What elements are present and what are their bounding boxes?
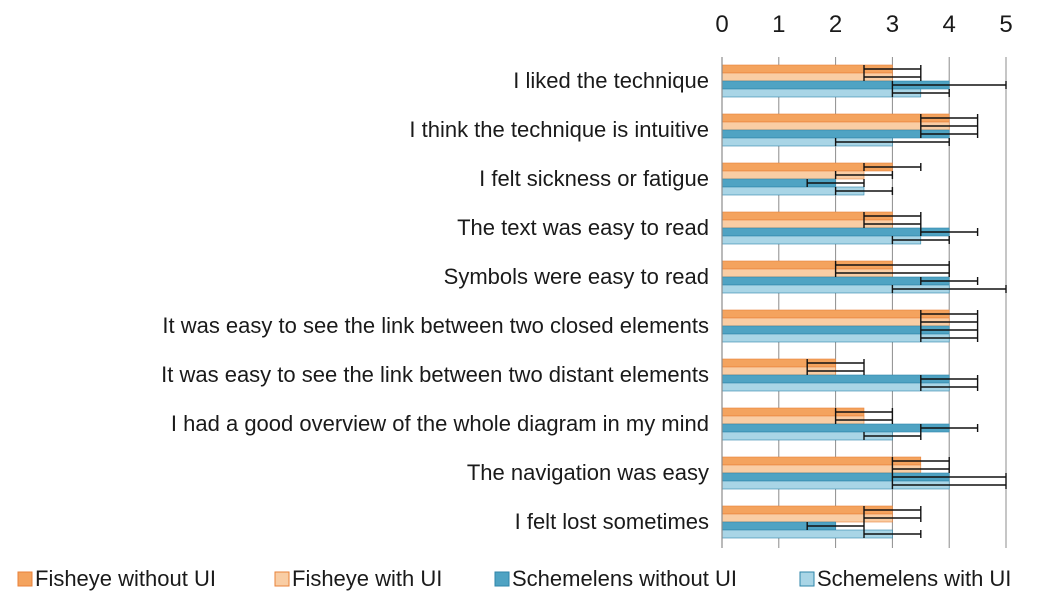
- legend-label: Schemelens with UI: [817, 566, 1011, 591]
- error-bar: [863, 163, 922, 171]
- category-label: I felt sickness or fatigue: [479, 166, 709, 191]
- error-bar: [920, 310, 979, 318]
- x-tick-label: 3: [886, 11, 899, 38]
- error-bar: [891, 285, 1007, 293]
- x-tick-label: 4: [943, 11, 956, 38]
- legend-item: Schemelens without UI: [494, 566, 737, 591]
- axis-layer: 0 1 2 3 4 5: [715, 11, 1013, 548]
- x-tick-label: 5: [999, 11, 1012, 38]
- error-bar-layer: [806, 65, 1007, 538]
- bar: [721, 423, 950, 433]
- legend-swatch: [494, 571, 510, 587]
- error-bar: [920, 277, 979, 285]
- bar: [721, 235, 922, 245]
- category-label: The text was easy to read: [457, 215, 709, 240]
- error-bar: [863, 212, 922, 220]
- category-label: I felt lost sometimes: [515, 509, 709, 534]
- error-bar: [863, 65, 922, 73]
- error-bar: [834, 187, 894, 195]
- bar: [721, 333, 950, 343]
- error-bar: [834, 138, 950, 146]
- error-bar: [863, 530, 922, 538]
- legend-swatch: [799, 571, 815, 587]
- error-bar: [920, 114, 979, 122]
- error-bar: [863, 73, 922, 81]
- bar: [721, 456, 922, 466]
- error-bar: [834, 261, 950, 269]
- bar: [721, 227, 950, 237]
- error-bar: [891, 465, 950, 473]
- error-bar: [806, 179, 865, 187]
- bar: [721, 464, 922, 474]
- error-bar: [891, 481, 1007, 489]
- bar: [721, 317, 950, 327]
- legend-item: Schemelens with UI: [799, 566, 1011, 591]
- x-tick-label: 0: [715, 11, 728, 38]
- error-bar: [920, 334, 979, 342]
- error-bar: [920, 122, 979, 130]
- bar: [721, 121, 950, 131]
- category-label: It was easy to see the link between two …: [162, 313, 709, 338]
- bar: [721, 276, 950, 286]
- error-bar: [806, 367, 865, 375]
- category-label-layer: I liked the technique I think the techniq…: [161, 68, 709, 534]
- error-bar: [863, 506, 922, 514]
- error-bar: [834, 416, 894, 424]
- error-bar: [806, 359, 865, 367]
- error-bar: [920, 383, 979, 391]
- error-bar: [920, 424, 979, 432]
- bar: [721, 325, 950, 335]
- error-bar: [863, 432, 922, 440]
- legend: Fisheye without UI Fisheye with UI Schemel…: [17, 566, 1011, 591]
- error-bar: [891, 473, 1007, 481]
- error-bar: [834, 171, 894, 179]
- x-tick-label: 1: [772, 11, 785, 38]
- category-label: The navigation was easy: [467, 460, 709, 485]
- error-bar: [863, 220, 922, 228]
- category-label: I think the technique is intuitive: [409, 117, 709, 142]
- error-bar: [920, 326, 979, 334]
- error-bar: [920, 228, 979, 236]
- category-label: Symbols were easy to read: [444, 264, 709, 289]
- error-bar: [891, 81, 1007, 89]
- legend-item: Fisheye without UI: [17, 566, 216, 591]
- category-label: I had a good overview of the whole diagr…: [171, 411, 709, 436]
- bar: [721, 129, 950, 139]
- category-label: It was easy to see the link between two …: [161, 362, 709, 387]
- legend-label: Fisheye with UI: [292, 566, 442, 591]
- bar: [721, 88, 922, 98]
- category-label: I liked the technique: [513, 68, 709, 93]
- bar: [721, 382, 950, 392]
- error-bar: [920, 130, 979, 138]
- bar: [721, 309, 950, 319]
- error-bar: [920, 375, 979, 383]
- legend-swatch: [17, 571, 33, 587]
- error-bar: [834, 269, 950, 277]
- legend-label: Schemelens without UI: [512, 566, 737, 591]
- error-bar: [891, 236, 950, 244]
- error-bar: [863, 514, 922, 522]
- error-bar: [891, 457, 950, 465]
- bar: [721, 113, 950, 123]
- legend-label: Fisheye without UI: [35, 566, 216, 591]
- bar-layer: [721, 64, 950, 539]
- error-bar: [834, 408, 894, 416]
- error-bar: [891, 89, 950, 97]
- x-tick-label: 2: [829, 11, 842, 38]
- error-bar: [806, 522, 865, 530]
- bar: [721, 374, 950, 384]
- legend-swatch: [274, 571, 290, 587]
- error-bar: [920, 318, 979, 326]
- legend-item: Fisheye with UI: [274, 566, 442, 591]
